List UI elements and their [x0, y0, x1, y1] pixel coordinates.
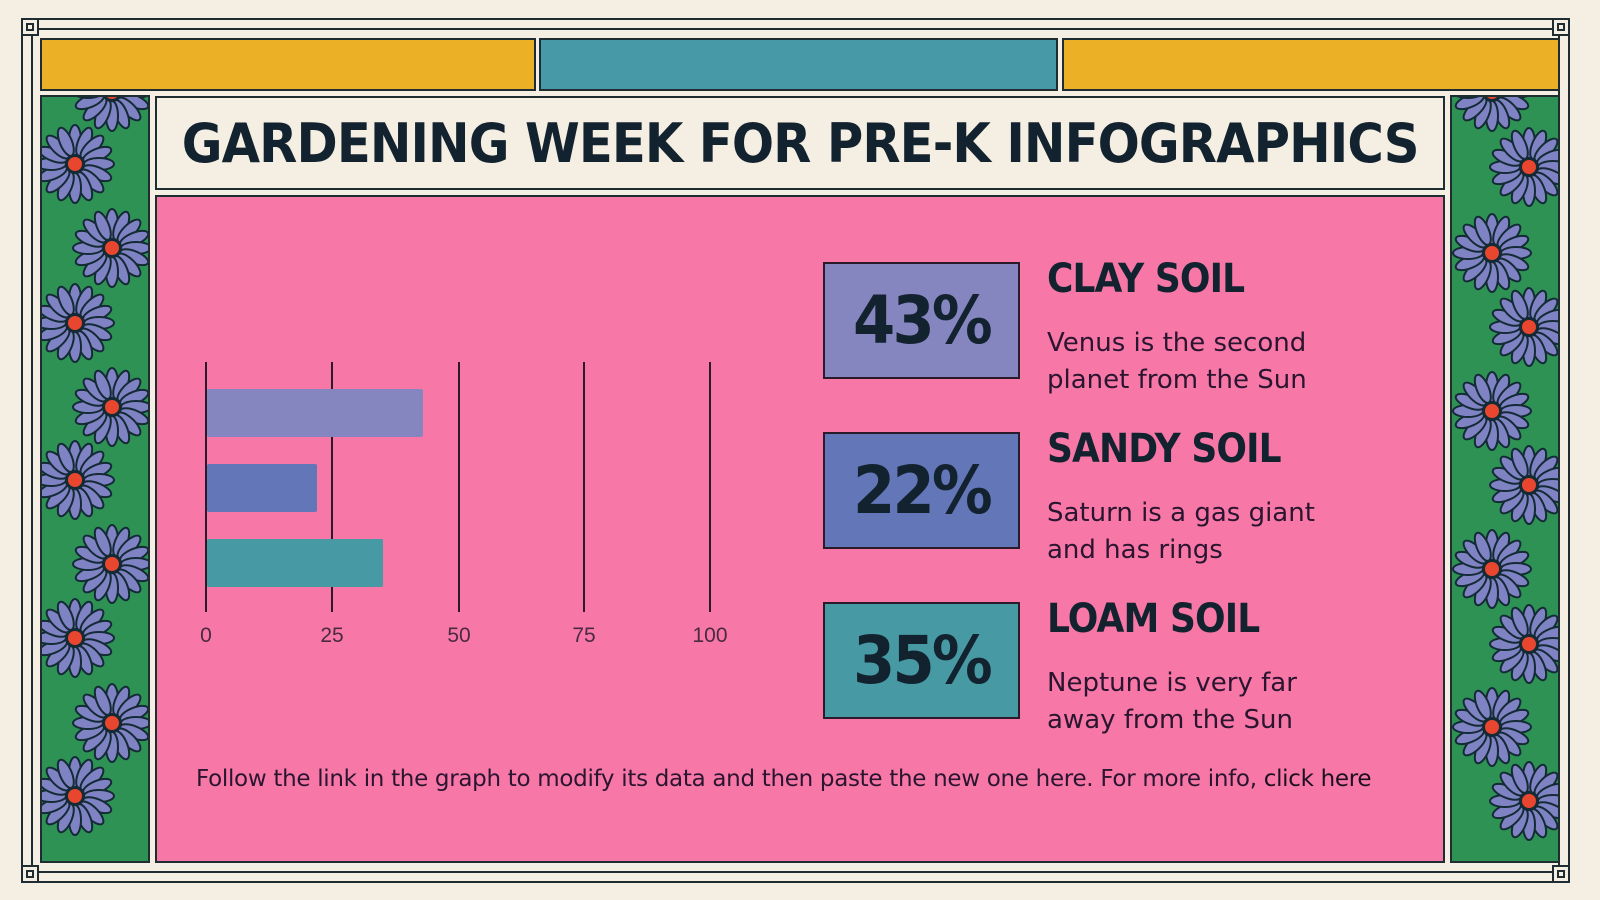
stat-description-line: and has rings	[1047, 535, 1223, 565]
stat-description: Saturn is a gas giant and has rings	[1047, 495, 1347, 569]
bar-sandy-soil[interactable]	[207, 464, 317, 512]
stat-description-line: Saturn is a gas giant	[1047, 498, 1315, 528]
frame-corner-bottom-left	[21, 865, 39, 883]
stat-description-line: Venus is the second	[1047, 328, 1307, 358]
stat-description: Venus is the second planet from the Sun	[1047, 325, 1347, 399]
stat-percent: 35%	[852, 622, 993, 699]
left-flower-strip	[40, 95, 150, 863]
stat-title: CLAY SOIL	[1047, 256, 1245, 302]
top-bar-teal	[539, 38, 1058, 91]
stat-percent-box: 35%	[823, 602, 1020, 719]
click-here-link[interactable]: click here	[1263, 766, 1372, 792]
gridline-100	[709, 362, 711, 612]
footer-text: Follow the link in the graph to modify i…	[196, 766, 1264, 792]
title-band: GARDENING WEEK FOR PRE-K INFOGRAPHICS	[155, 96, 1445, 190]
x-tick-label: 0	[200, 624, 212, 647]
frame-corner-top-left	[21, 18, 39, 36]
stat-percent-box: 43%	[823, 262, 1020, 379]
frame-corner-bottom-right	[1552, 865, 1570, 883]
stat-title: SANDY SOIL	[1047, 426, 1282, 472]
flower-pattern-icon	[42, 97, 148, 836]
gridline-0	[205, 362, 207, 612]
stat-description-line: away from the Sun	[1047, 705, 1293, 735]
stat-percent-box: 22%	[823, 432, 1020, 549]
stat-percent: 43%	[852, 282, 993, 359]
right-flower-strip	[1450, 95, 1560, 863]
stat-percent: 22%	[852, 452, 993, 529]
stat-description: Neptune is very far away from the Sun	[1047, 665, 1347, 739]
gridline-75	[583, 362, 585, 612]
x-tick-label: 25	[320, 624, 344, 647]
x-tick-label: 100	[692, 624, 728, 647]
content-panel	[155, 195, 1445, 863]
bar-clay-soil[interactable]	[207, 389, 423, 437]
gridline-50	[458, 362, 460, 612]
stat-title: LOAM SOIL	[1047, 596, 1260, 642]
top-bar-yellow-right	[1062, 38, 1560, 91]
gridline-25	[331, 362, 333, 612]
frame-corner-top-right	[1552, 18, 1570, 36]
footer-note: Follow the link in the graph to modify i…	[196, 766, 1372, 792]
page-title: GARDENING WEEK FOR PRE-K INFOGRAPHICS	[181, 111, 1420, 175]
x-tick-label: 75	[572, 624, 596, 647]
top-bar-yellow-left	[40, 38, 536, 91]
stat-description-line: Neptune is very far	[1047, 668, 1297, 698]
flower-pattern-icon	[1452, 97, 1558, 841]
x-tick-label: 50	[447, 624, 471, 647]
bar-loam-soil[interactable]	[207, 539, 383, 587]
stat-description-line: planet from the Sun	[1047, 365, 1307, 395]
